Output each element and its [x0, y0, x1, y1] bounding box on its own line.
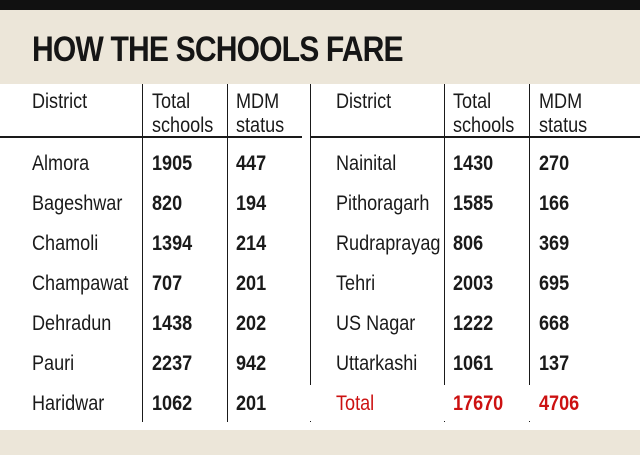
right-mdm-cell: 369: [539, 232, 570, 255]
header-rule-right: [310, 136, 640, 138]
right-district-cell: Pithoragarh: [336, 192, 430, 215]
left-mdm-cell: 214: [236, 232, 267, 255]
right-total-cell: 2003: [453, 272, 494, 295]
column-divider: [227, 84, 228, 422]
total-row-background: [310, 385, 640, 421]
left-mdm-cell: 201: [236, 272, 267, 295]
header-mdm-left: MDM status: [236, 90, 285, 137]
right-mdm-cell: 137: [539, 352, 570, 375]
right-district-cell: US Nagar: [336, 312, 416, 335]
left-district-cell: Haridwar: [32, 392, 105, 415]
left-total-cell: 820: [152, 192, 183, 215]
left-mdm-cell: 201: [236, 392, 267, 415]
right-mdm-cell: 270: [539, 152, 570, 175]
bottom-strip: [0, 430, 640, 455]
right-district-cell: Nainital: [336, 152, 397, 175]
left-mdm-cell: 202: [236, 312, 267, 335]
page-title: HOW THE SCHOOLS FARE: [32, 30, 404, 69]
left-district-cell: Bageshwar: [32, 192, 123, 215]
left-mdm-cell: 942: [236, 352, 267, 375]
left-total-cell: 1394: [152, 232, 193, 255]
header-district-right: District: [336, 90, 392, 113]
right-total-cell: 1430: [453, 152, 494, 175]
right-total-cell: 1222: [453, 312, 494, 335]
left-district-cell: Almora: [32, 152, 90, 175]
left-total-cell: 1905: [152, 152, 193, 175]
left-mdm-cell: 194: [236, 192, 267, 215]
left-district-cell: Chamoli: [32, 232, 99, 255]
right-total-cell: 1585: [453, 192, 494, 215]
right-mdm-cell: 668: [539, 312, 570, 335]
left-total-cell: 2237: [152, 352, 193, 375]
header-rule-left: [0, 136, 302, 138]
left-total-cell: 1438: [152, 312, 193, 335]
table-header: District Total schools MDM status Distri…: [0, 84, 640, 142]
right-district-cell: Tehri: [336, 272, 376, 295]
right-total-cell: 806: [453, 232, 484, 255]
header-district-left: District: [32, 90, 88, 113]
column-divider: [310, 84, 311, 422]
left-district-cell: Champawat: [32, 272, 129, 295]
left-district-cell: Dehradun: [32, 312, 112, 335]
column-divider: [142, 84, 143, 422]
left-total-cell: 707: [152, 272, 183, 295]
header-total-right: Total schools: [453, 90, 515, 137]
total-district-cell: Total: [336, 392, 375, 415]
left-district-cell: Pauri: [32, 352, 75, 375]
total-mdm-cell: 4706: [539, 392, 580, 415]
left-mdm-cell: 447: [236, 152, 267, 175]
top-bar: [0, 0, 640, 10]
header-mdm-right: MDM status: [539, 90, 588, 137]
total-total-cell: 17670: [453, 392, 504, 415]
column-divider: [529, 84, 530, 422]
schools-table: District Total schools MDM status Distri…: [0, 84, 640, 430]
left-total-cell: 1062: [152, 392, 193, 415]
header-total-left: Total schools: [152, 90, 214, 137]
right-district-cell: Rudraprayag: [336, 232, 441, 255]
right-mdm-cell: 166: [539, 192, 570, 215]
column-divider: [444, 84, 445, 422]
right-total-cell: 1061: [453, 352, 494, 375]
right-district-cell: Uttarkashi: [336, 352, 418, 375]
right-mdm-cell: 695: [539, 272, 570, 295]
